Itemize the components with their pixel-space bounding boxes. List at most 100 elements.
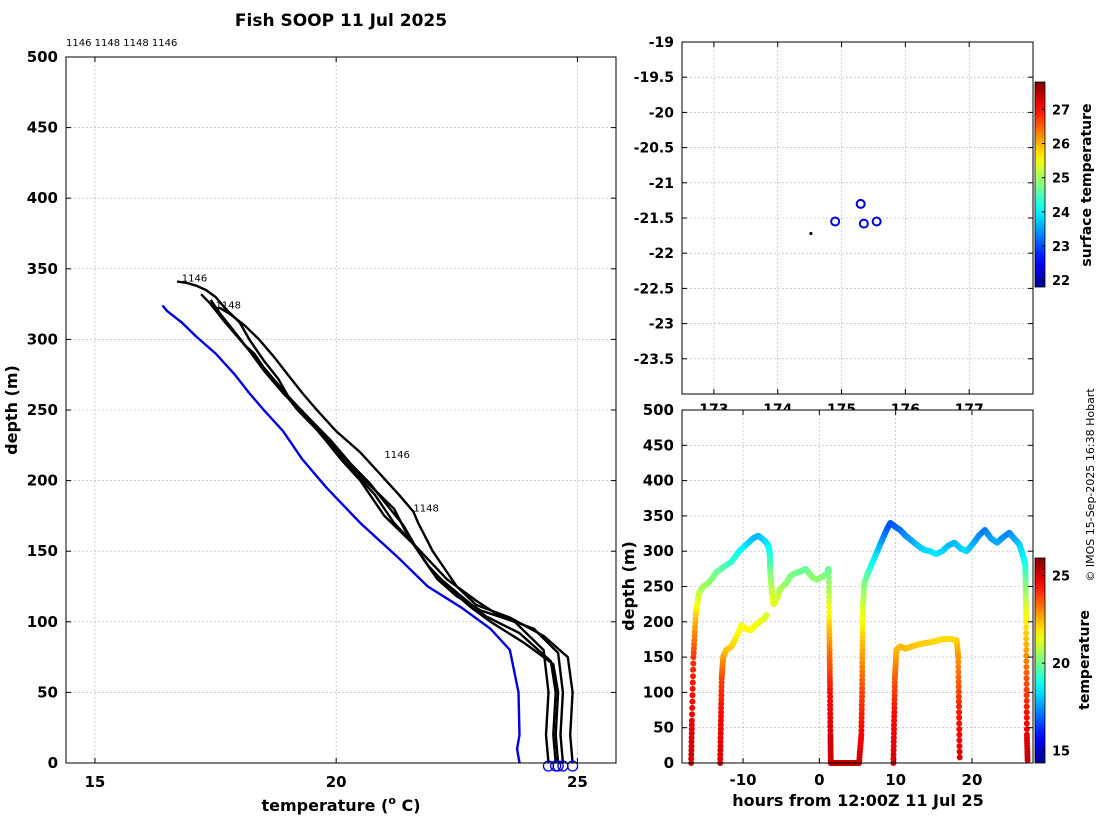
trace-dot: [956, 754, 963, 761]
trace-dot: [1023, 697, 1030, 704]
trace-dot: [859, 625, 866, 632]
trace-dot: [827, 697, 834, 704]
trace-dot: [956, 726, 963, 733]
trace-dot: [891, 726, 897, 733]
colorbar-tick-label: 22: [1052, 274, 1070, 289]
trace-dot: [859, 634, 866, 641]
trace-dot: [690, 673, 696, 680]
trace-dot: [826, 604, 833, 610]
trace-dot: [955, 678, 962, 685]
profile-start-marker: [557, 760, 569, 772]
trace-dot: [890, 730, 897, 737]
trace-dot: [858, 697, 865, 704]
trace-dot: [827, 710, 834, 717]
trace-dot: [1023, 624, 1030, 631]
surface-profile-line: [161, 304, 521, 764]
trace-dot: [718, 679, 725, 686]
colorbar-bar: [1034, 557, 1046, 764]
y-tick-label: -21.5: [634, 211, 674, 227]
y-tick-label: 500: [27, 48, 58, 66]
plot-frame: [681, 41, 1034, 395]
colorbar-tick-label: 27: [1052, 103, 1070, 118]
x-tick-label: 10: [885, 771, 906, 789]
y-tick-label: 250: [27, 401, 58, 419]
trace-dot: [859, 672, 866, 679]
trace-dot: [827, 719, 834, 726]
trace-dot: [688, 751, 695, 758]
trace-dot: [1023, 635, 1030, 642]
trace-dot: [826, 599, 833, 605]
map-points: [809, 198, 882, 236]
profile-label: 1146: [384, 450, 409, 461]
y-tick-label: 0: [48, 754, 58, 772]
timeseries-y-axis-label: depth (m): [619, 541, 638, 631]
y-tick-label: -21: [649, 176, 674, 192]
trace-dot: [1024, 757, 1031, 764]
profile-line: [215, 307, 574, 764]
trace-dot: [826, 589, 832, 596]
trace-dot: [688, 726, 695, 733]
y-tick-label: 100: [643, 683, 674, 701]
trace-dot: [858, 727, 865, 734]
trace-dot: [827, 714, 834, 721]
y-tick-label: -19.5: [634, 70, 674, 86]
y-tick-label: 350: [27, 260, 58, 278]
trace-dot: [890, 743, 897, 750]
trace-dot: [827, 693, 834, 700]
trace-dot: [1023, 714, 1030, 721]
trace-dot: [890, 747, 897, 754]
timeseries-trace: [688, 520, 1031, 766]
colorbar-tick-label: 26: [1052, 138, 1070, 153]
trace-dot: [1023, 669, 1030, 676]
trace-dot: [717, 721, 724, 728]
trace-dot: [859, 655, 866, 662]
trace-dot: [717, 747, 724, 754]
trace-dot: [717, 726, 724, 733]
y-tick-label: 300: [643, 542, 674, 560]
trace-dot: [1023, 652, 1030, 659]
trace-dot: [891, 679, 898, 686]
trace-dot: [717, 743, 724, 750]
trace-dot: [826, 584, 832, 591]
trace-dot: [956, 731, 963, 738]
trace-dot: [858, 706, 865, 713]
trace-dot: [858, 723, 865, 730]
trace-dot: [859, 608, 866, 615]
trace-dot: [688, 721, 695, 728]
trace-dot: [688, 717, 695, 724]
x-tick-label: 15: [85, 773, 106, 791]
trace-dot: [689, 685, 696, 692]
figure-title: Fish SOOP 11 Jul 2025: [235, 11, 447, 31]
trace-dot: [1023, 618, 1030, 625]
trace-dot: [1023, 675, 1030, 682]
colorbar-tick-label: 25: [1052, 570, 1070, 585]
profile-line: [176, 280, 560, 764]
y-tick-label: 400: [27, 189, 58, 207]
trace-dot: [956, 703, 962, 710]
trace-dot: [763, 612, 770, 619]
trace-dot: [859, 617, 866, 624]
y-tick-label: 50: [653, 719, 674, 737]
trace-dot: [859, 638, 866, 645]
y-tick-label: 150: [27, 542, 58, 560]
x-tick-label: 20: [962, 771, 983, 789]
trace-dot: [956, 720, 963, 727]
y-tick-label: -20: [649, 105, 675, 121]
trace-dot: [858, 714, 865, 721]
trace-dot: [859, 647, 866, 653]
trace-dot: [826, 594, 833, 601]
trace-dot: [956, 737, 963, 744]
trace-dot: [891, 709, 898, 716]
degree-superscript: o: [388, 794, 396, 807]
trace-dot: [891, 721, 897, 728]
temperature-colorbar-label: temperature: [1077, 610, 1093, 710]
y-tick-label: 200: [643, 613, 674, 631]
trace-dot: [859, 664, 866, 670]
trace-dot: [891, 700, 898, 707]
colorbar-tick-label: 24: [1052, 206, 1070, 221]
trace-dot: [1023, 703, 1030, 710]
map-chart: -19 -19.5 -20 -20.5 -21 -21.5 -22 -22.5 -23 -23.5…: [634, 35, 1095, 418]
trace-dot: [718, 704, 725, 711]
